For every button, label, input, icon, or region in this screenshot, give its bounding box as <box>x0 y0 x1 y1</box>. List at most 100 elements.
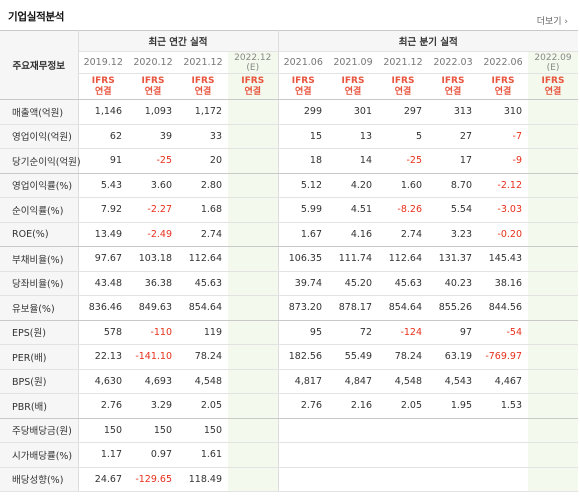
quarter-value-cell: 1.53 <box>478 393 528 419</box>
table-row: 당좌비율(%) 43.48 36.38 45.63 39.74 45.20 45.63 40.… <box>0 271 579 296</box>
quarter-value-cell: -3.03 <box>478 197 528 223</box>
annual-value-cell: 4,693 <box>128 369 178 394</box>
table-row: 매출액(억원) 1,146 1,093 1,172 299 301 297 313 310 <box>0 99 579 125</box>
quarter-value-cell <box>528 369 579 394</box>
quarter-value-cell: 4.51 <box>328 197 378 223</box>
annual-value-cell: 150 <box>128 418 178 443</box>
annual-value-cell <box>228 344 279 370</box>
consolidated-text: 연결 <box>444 86 462 97</box>
ifrs-text: IFRS <box>491 75 515 86</box>
quarter-value-cell <box>428 467 478 492</box>
ifrs-text: IFRS <box>441 75 465 86</box>
quarter-value-cell <box>478 418 528 443</box>
annual-value-cell: 45.63 <box>178 271 228 296</box>
annual-value-cell: 2.80 <box>178 173 228 198</box>
table-row: ROE(%) 13.49 -2.49 2.74 1.67 4.16 2.74 3.23 -0.2… <box>0 222 579 247</box>
ifrs-consolidated-label: IFRS 연결 <box>528 73 579 100</box>
quarter-value-cell: -9 <box>478 148 528 174</box>
annual-value-cell: -141.10 <box>128 344 178 370</box>
quarter-value-cell <box>528 393 579 419</box>
ifrs-consolidated-label: IFRS 연결 <box>78 73 128 100</box>
quarter-value-cell <box>528 173 579 198</box>
row-label: ROE(%) <box>0 222 79 247</box>
quarter-value-cell: 18 <box>278 148 328 174</box>
annual-value-cell: 91 <box>78 148 128 174</box>
annual-period-header: 2021.12 <box>178 51 228 74</box>
period-label: 2021.09 <box>333 57 373 68</box>
quarter-value-cell: -124 <box>378 320 428 345</box>
quarter-value-cell <box>278 418 328 443</box>
quarter-value-cell: 3.23 <box>428 222 478 247</box>
table-row: 주당배당금(원) 150 150 150 <box>0 418 579 443</box>
table-row: PER(배) 22.13 -141.10 78.24 182.56 55.49 78.24 6… <box>0 344 579 370</box>
quarter-value-cell <box>378 418 428 443</box>
annual-value-cell <box>228 173 279 198</box>
ifrs-consolidated-label: IFRS 연결 <box>228 73 279 100</box>
period-label: 2020.12 <box>133 57 173 68</box>
quarter-value-cell: 55.49 <box>328 344 378 370</box>
quarter-value-cell: 844.56 <box>478 295 528 321</box>
quarter-value-cell: -7 <box>478 124 528 149</box>
quarter-value-cell: 2.16 <box>328 393 378 419</box>
quarter-value-cell <box>528 344 579 370</box>
quarter-value-cell: 4.20 <box>328 173 378 198</box>
table-row: 유보율(%) 836.46 849.63 854.64 873.20 878.17 854.… <box>0 295 579 321</box>
annual-value-cell: 849.63 <box>128 295 178 321</box>
quarter-value-cell <box>528 222 579 247</box>
annual-value-cell: 78.24 <box>178 344 228 370</box>
annual-value-cell: 20 <box>178 148 228 174</box>
annual-value-cell: 1,172 <box>178 99 228 125</box>
period-label: 2021.06 <box>283 57 323 68</box>
annual-group-header: 최근 연간 실적 <box>78 30 279 52</box>
quarter-value-cell: 299 <box>278 99 328 125</box>
ifrs-consolidated-label: IFRS 연결 <box>278 73 328 100</box>
annual-value-cell: 1.17 <box>78 442 128 468</box>
estimate-mark: (E) <box>546 62 560 73</box>
quarter-value-cell <box>528 148 579 174</box>
consolidated-text: 연결 <box>544 86 562 97</box>
annual-value-cell <box>228 418 279 443</box>
quarter-value-cell <box>328 442 378 468</box>
annual-value-cell: 112.64 <box>178 246 228 272</box>
row-label: BPS(원) <box>0 369 79 394</box>
quarter-value-cell: 97 <box>428 320 478 345</box>
quarter-value-cell: 182.56 <box>278 344 328 370</box>
row-label: PBR(배) <box>0 393 79 419</box>
table-row: 영업이익(억원) 62 39 33 15 13 5 27 -7 <box>0 124 579 149</box>
quarter-value-cell: 2.74 <box>378 222 428 247</box>
ifrs-text: IFRS <box>91 75 115 86</box>
quarter-value-cell <box>528 246 579 272</box>
ifrs-text: IFRS <box>291 75 315 86</box>
table-row: 시가배당률(%) 1.17 0.97 1.61 <box>0 442 579 468</box>
quarter-value-cell: 4,548 <box>378 369 428 394</box>
table-row: 영업이익률(%) 5.43 3.60 2.80 5.12 4.20 1.60 8.70 -2.1… <box>0 173 579 198</box>
quarter-value-cell <box>528 295 579 321</box>
more-link[interactable]: 더보기 › <box>536 17 568 27</box>
row-label: PER(배) <box>0 344 79 370</box>
quarter-value-cell <box>328 467 378 492</box>
quarter-value-cell <box>278 467 328 492</box>
ifrs-text: IFRS <box>241 75 265 86</box>
annual-value-cell: -129.65 <box>128 467 178 492</box>
quarter-value-cell: 95 <box>278 320 328 345</box>
row-label: 시가배당률(%) <box>0 442 79 468</box>
table-row: 순이익률(%) 7.92 -2.27 1.68 5.99 4.51 -8.26 5.54 -3.… <box>0 197 579 223</box>
table-row: PBR(배) 2.76 3.29 2.05 2.76 2.16 2.05 1.95 1.53 <box>0 393 579 419</box>
annual-value-cell <box>228 295 279 321</box>
quarter-value-cell: 4,817 <box>278 369 328 394</box>
quarter-value-cell: 40.23 <box>428 271 478 296</box>
row-label: 당좌비율(%) <box>0 271 79 296</box>
annual-value-cell: -110 <box>128 320 178 345</box>
quarter-value-cell: -0.20 <box>478 222 528 247</box>
annual-value-cell: 1,093 <box>128 99 178 125</box>
annual-value-cell: 103.18 <box>128 246 178 272</box>
quarter-value-cell: 112.64 <box>378 246 428 272</box>
annual-value-cell: 24.67 <box>78 467 128 492</box>
annual-value-cell: 119 <box>178 320 228 345</box>
quarter-value-cell: 873.20 <box>278 295 328 321</box>
annual-value-cell <box>228 467 279 492</box>
consolidated-text: 연결 <box>494 86 512 97</box>
quarter-value-cell: 72 <box>328 320 378 345</box>
quarter-value-cell: 111.74 <box>328 246 378 272</box>
consolidated-text: 연결 <box>294 86 312 97</box>
